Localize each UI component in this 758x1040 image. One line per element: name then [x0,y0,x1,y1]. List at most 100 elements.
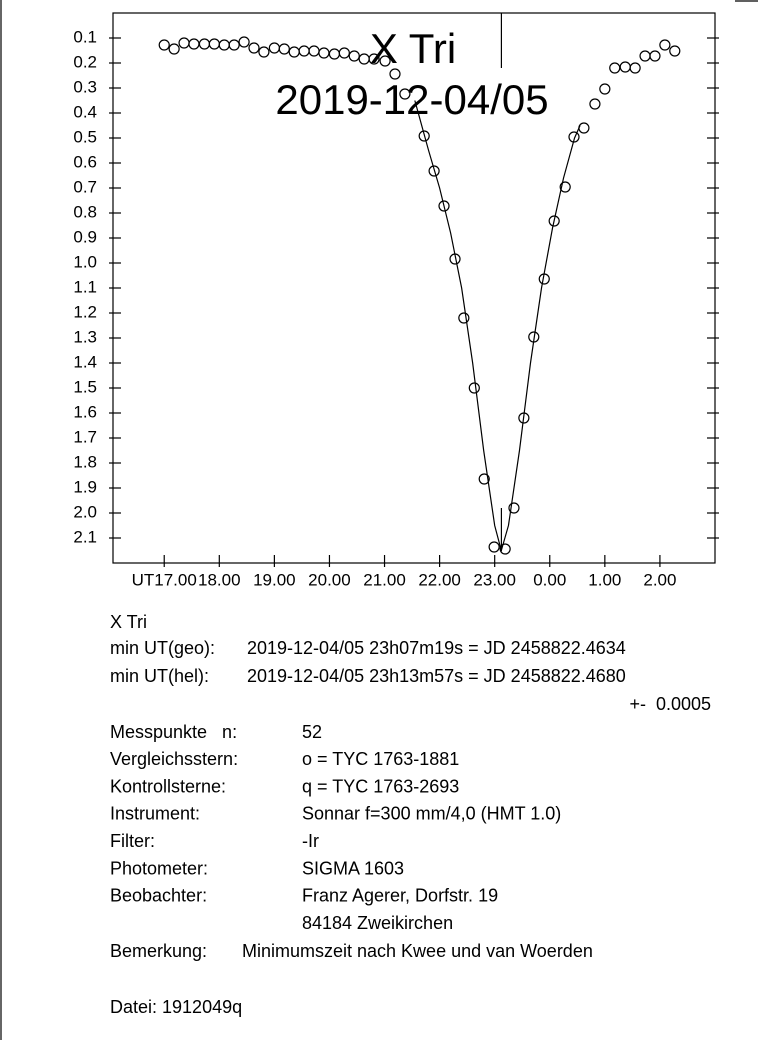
y-tick-label: 1.1 [73,277,97,296]
data-point [298,45,310,57]
x-tick-label: 23.00 [473,570,516,589]
data-point [218,39,230,51]
y-tick-label: 1.7 [73,427,97,446]
data-point [328,48,341,60]
data-point [619,61,631,73]
x-tick-label: 21.00 [363,570,406,589]
data-point [358,53,370,65]
y-tick-label: 1.3 [73,327,97,346]
data-point [248,42,260,54]
data-point [538,273,550,285]
x-tick-label: 2.00 [643,570,676,589]
data-point [499,543,511,555]
data-point [659,39,671,51]
chart-title: X Tri [370,25,456,72]
x-tick-label: 20.00 [308,570,351,589]
y-tick-label: 2.0 [73,502,97,521]
report-text: Kontrollsterne: [110,776,226,796]
data-point [168,43,180,55]
y-tick-label: 1.6 [73,402,97,421]
x-tick-label: 18.00 [198,570,241,589]
data-point [568,131,580,143]
x-tick-label: UT17.00 [132,570,197,589]
report-text: Vergleichsstern: [110,749,238,769]
data-point [599,83,611,95]
report-text: 2019-12-04/05 23h07m19s = JD 2458822.463… [247,638,626,658]
report-text: 52 [302,722,322,742]
data-point [649,50,661,62]
y-tick-label: 2.1 [73,527,97,546]
data-point [258,46,270,58]
fit-curve [414,100,581,553]
data-point [418,130,430,142]
report-text: Filter: [110,831,155,851]
data-point [288,46,300,58]
data-point [458,312,470,324]
report-text: Beobachter: [110,886,207,906]
report-text: Instrument: [110,804,200,824]
y-tick-label: 1.4 [73,352,97,371]
data-point [629,62,641,74]
data-point [268,42,280,54]
data-point [578,122,590,134]
y-tick-label: 0.1 [73,27,97,46]
y-tick-label: 0.7 [73,177,97,196]
report-text: Franz Agerer, Dorfstr. 19 [302,886,498,906]
data-point [449,253,461,265]
data-point [399,88,411,100]
data-point [178,37,190,49]
y-tick-label: 0.4 [73,102,97,121]
x-tick-label: 19.00 [253,570,296,589]
report-text: Sonnar f=300 mm/4,0 (HMT 1.0) [302,804,561,824]
y-tick-label: 0.3 [73,77,97,96]
data-point [389,68,401,80]
report-text: 2019-12-04/05 23h13m57s = JD 2458822.468… [247,666,626,686]
data-point [308,45,320,57]
data-point [478,473,490,485]
data-point [438,200,450,212]
y-tick-label: 1.8 [73,452,97,471]
report-text: min UT(hel): [110,666,209,686]
data-point [368,53,380,65]
report-text: +- 0.0005 [629,694,711,714]
report-text: Messpunkte n: [110,722,237,742]
data-point [188,38,200,50]
report-text: min UT(geo): [110,638,215,658]
data-point [488,541,500,553]
data-point [238,36,250,48]
y-tick-label: 1.2 [73,302,97,321]
report-text: SIGMA 1603 [302,858,404,878]
chart-subtitle: 2019-12-04/05 [275,76,548,123]
report-text: X Tri [110,612,147,632]
data-point [338,47,350,59]
data-point [548,215,560,227]
x-tick-label: 0.00 [533,570,566,589]
data-point [379,55,391,67]
x-tick-label: 1.00 [588,570,621,589]
report-text: o = TYC 1763-1881 [302,749,459,769]
data-point [518,412,530,424]
data-point [278,43,290,55]
report-text: Minimumszeit nach Kwee und van Woerden [242,941,593,961]
report-text: -Ir [302,831,319,851]
report-text: 84184 Zweikirchen [302,913,453,933]
report-text: Datei: 1912049q [110,997,242,1017]
data-point [348,50,360,62]
data-point [609,62,621,74]
x-tick-label: 22.00 [418,570,461,589]
data-point [228,39,240,51]
y-tick-label: 1.5 [73,377,97,396]
data-point [669,45,681,57]
data-point [468,382,480,394]
data-point [559,181,571,193]
y-tick-label: 0.8 [73,202,97,221]
y-tick-label: 1.9 [73,477,97,496]
report-text: q = TYC 1763-2693 [302,776,459,796]
y-tick-label: 0.5 [73,127,97,146]
data-point [639,50,651,62]
y-tick-label: 1.0 [73,252,97,271]
data-point [508,502,520,514]
data-point [428,165,440,177]
data-point [158,39,170,51]
